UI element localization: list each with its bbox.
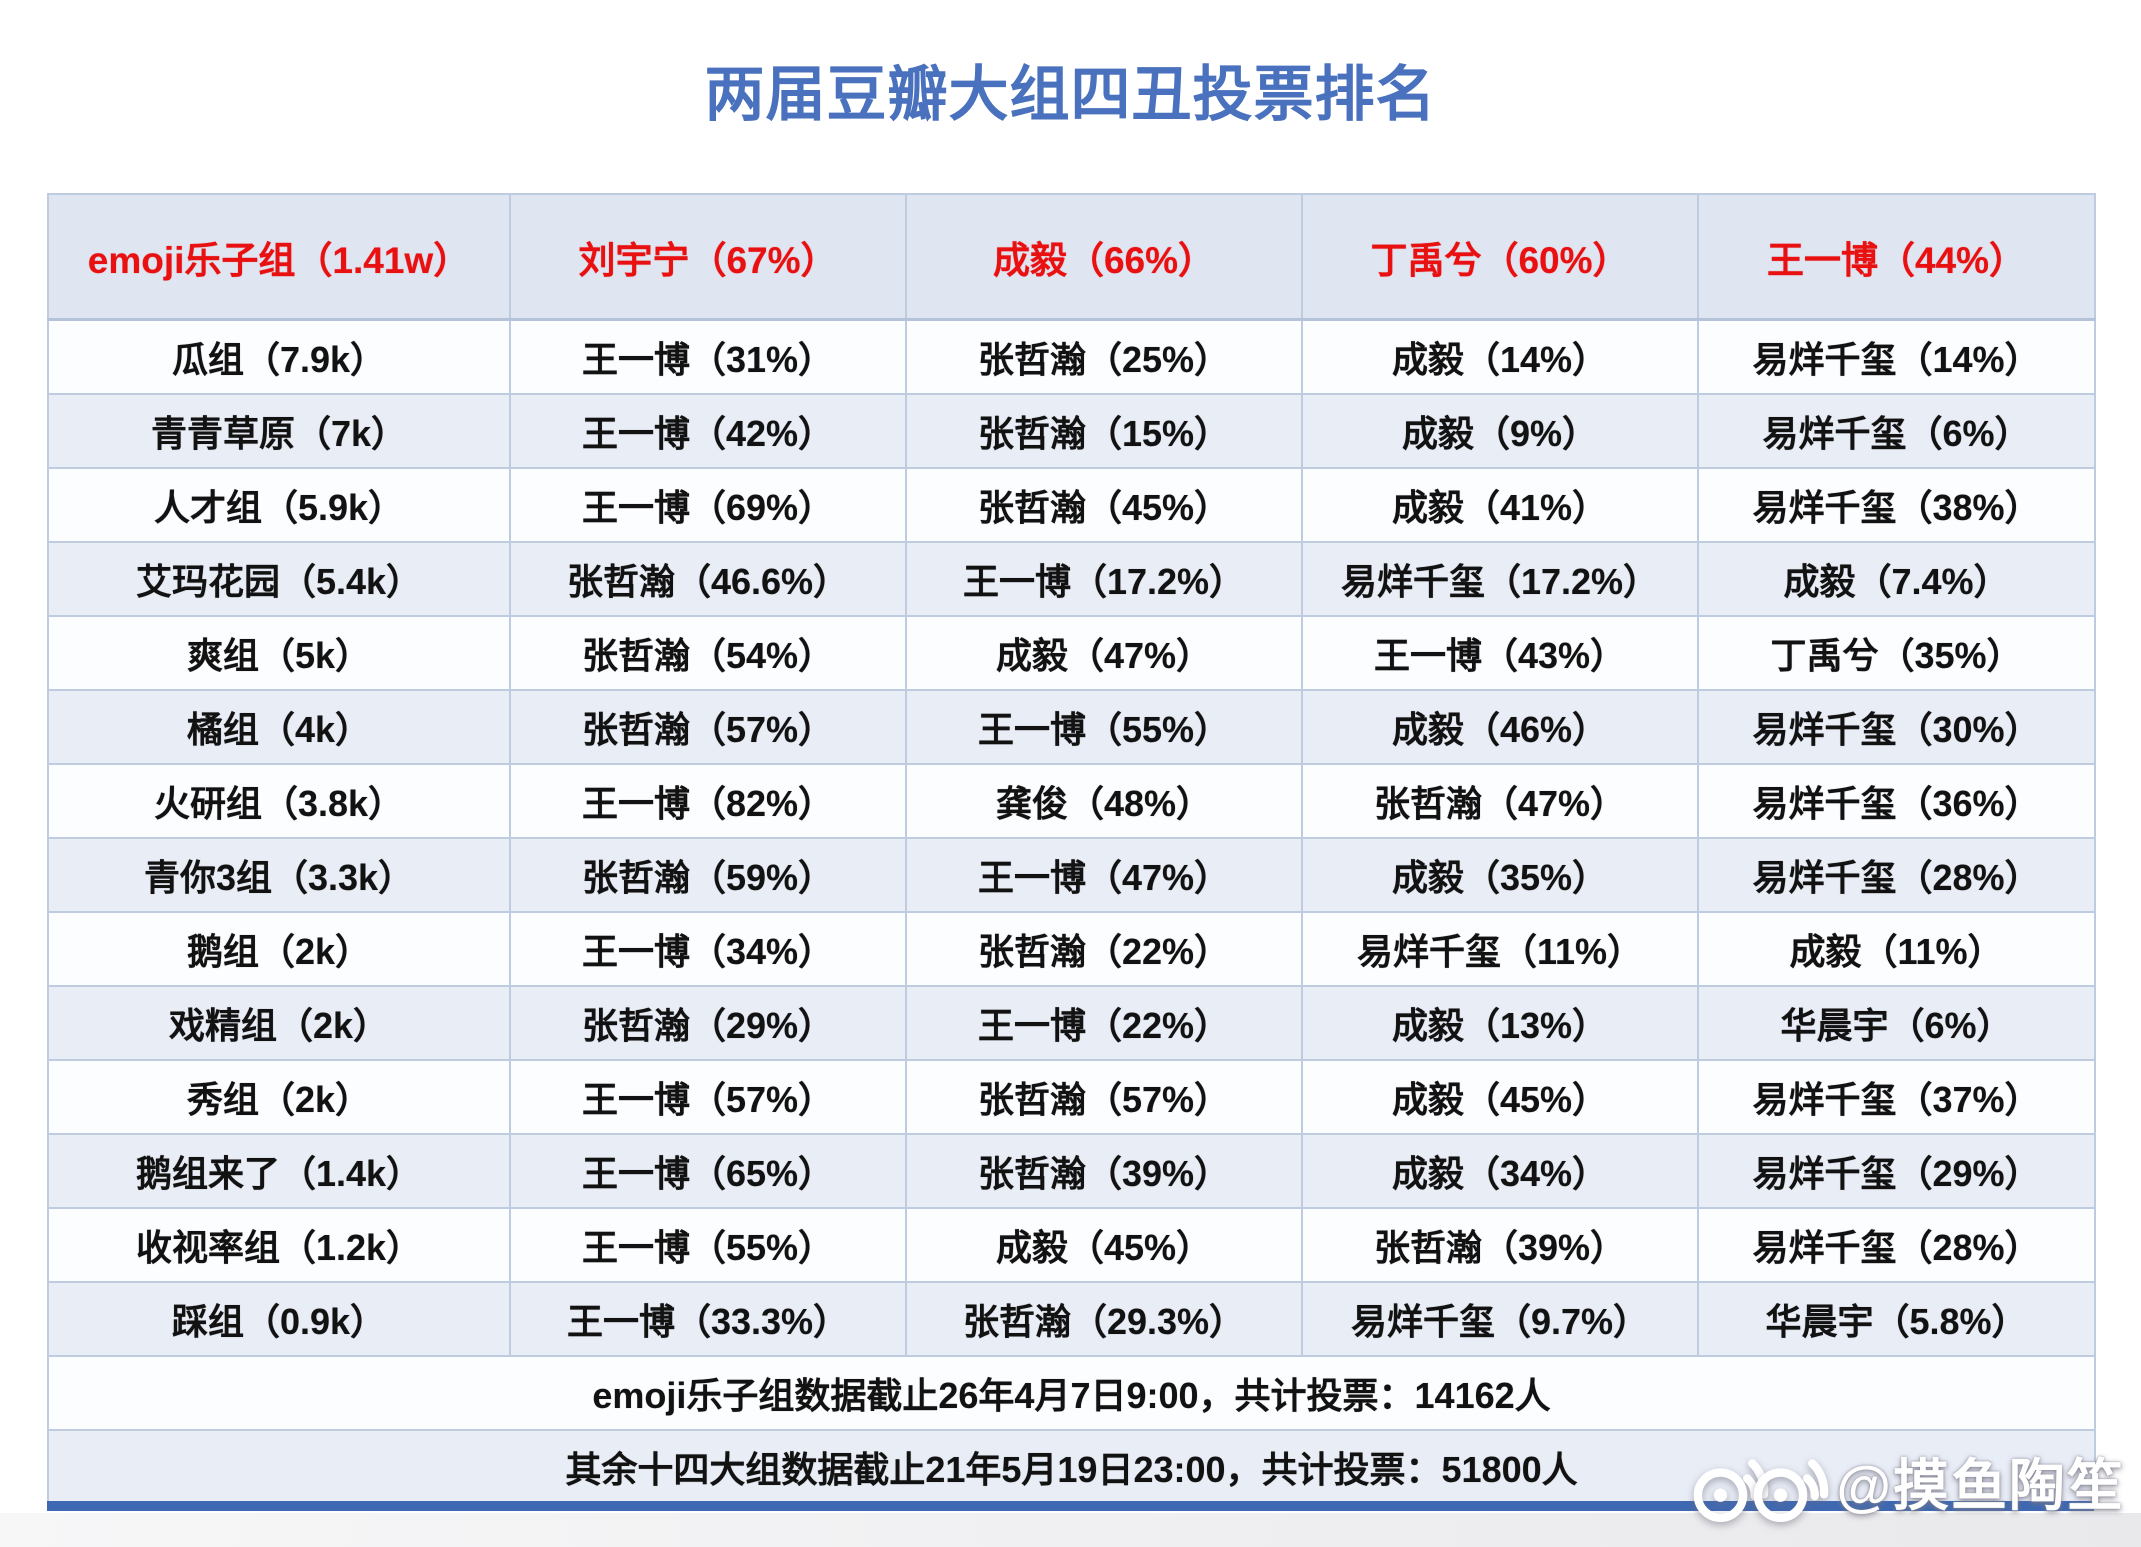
vote-cell: 王一博（69%） bbox=[509, 467, 907, 543]
vote-cell: 王一博（57%） bbox=[509, 1059, 907, 1135]
vote-cell: 张哲瀚（29%） bbox=[509, 985, 907, 1061]
vote-cell: 易烊千玺（37%） bbox=[1697, 1059, 2096, 1135]
footnote-row: emoji乐子组数据截止26年4月7日9:00，共计投票：14162人 bbox=[47, 1355, 2096, 1431]
vote-cell: 张哲瀚（25%） bbox=[905, 318, 1303, 395]
table-row: 青青草原（7k） 王一博（42%） 张哲瀚（15%） 成毅（9%） 易烊千玺（6%） bbox=[47, 393, 2096, 469]
vote-cell: 易烊千玺（38%） bbox=[1697, 467, 2096, 543]
group-cell: 青青草原（7k） bbox=[47, 393, 511, 469]
vote-cell: 成毅（7.4%） bbox=[1697, 541, 2096, 617]
group-cell: 戏精组（2k） bbox=[47, 985, 511, 1061]
vote-cell: 易烊千玺（28%） bbox=[1697, 837, 2096, 913]
vote-cell: 王一博（42%） bbox=[509, 393, 907, 469]
vote-cell: 华晨宇（5.8%） bbox=[1697, 1281, 2096, 1357]
group-cell: 橘组（4k） bbox=[47, 689, 511, 765]
table-row: 艾玛花园（5.4k） 张哲瀚（46.6%） 王一博（17.2%） 易烊千玺（17.2%… bbox=[47, 541, 2096, 617]
vote-cell: 成毅（14%） bbox=[1301, 318, 1699, 395]
group-cell: 青你3组（3.3k） bbox=[47, 837, 511, 913]
table-body: 瓜组（7.9k） 王一博（31%） 张哲瀚（25%） 成毅（14%） 易烊千玺（14%）… bbox=[47, 318, 2096, 1357]
vote-cell: 张哲瀚（15%） bbox=[905, 393, 1303, 469]
table-row: 青你3组（3.3k） 张哲瀚（59%） 王一博（47%） 成毅（35%） 易烊千玺（28… bbox=[47, 837, 2096, 913]
group-cell: 收视率组（1.2k） bbox=[47, 1207, 511, 1283]
vote-cell: 张哲瀚（59%） bbox=[509, 837, 907, 913]
table-row: 秀组（2k） 王一博（57%） 张哲瀚（57%） 成毅（45%） 易烊千玺（37%） bbox=[47, 1059, 2096, 1135]
vote-cell: 王一博（17.2%） bbox=[905, 541, 1303, 617]
vote-cell: 王一博（55%） bbox=[509, 1207, 907, 1283]
weibo-watermark: @摸鱼陶笙 bbox=[1682, 1438, 2125, 1534]
vote-cell: 张哲瀚（29.3%） bbox=[905, 1281, 1303, 1357]
table-row: 人才组（5.9k） 王一博（69%） 张哲瀚（45%） 成毅（41%） 易烊千玺（38%… bbox=[47, 467, 2096, 543]
vote-cell: 王一博（34%） bbox=[509, 911, 907, 987]
vote-cell: 丁禹兮（35%） bbox=[1697, 615, 2096, 691]
table-row: 鹅组来了（1.4k） 王一博（65%） 张哲瀚（39%） 成毅（34%） 易烊千玺（29… bbox=[47, 1133, 2096, 1209]
vote-cell: 张哲瀚（46.6%） bbox=[509, 541, 907, 617]
vote-cell: 成毅（41%） bbox=[1301, 467, 1699, 543]
weibo-logo-icon bbox=[1754, 1459, 1829, 1522]
page-title: 两届豆瓣大组四丑投票排名 bbox=[704, 61, 1437, 128]
group-cell: 鹅组来了（1.4k） bbox=[47, 1133, 511, 1209]
watermark-text: @摸鱼陶笙 bbox=[1836, 1454, 2125, 1517]
vote-cell: 王一博（47%） bbox=[905, 837, 1303, 913]
vote-cell: 张哲瀚（45%） bbox=[905, 467, 1303, 543]
vote-cell: 成毅（45%） bbox=[1301, 1059, 1699, 1135]
vote-cell: 张哲瀚（47%） bbox=[1301, 763, 1699, 839]
table-row: 戏精组（2k） 张哲瀚（29%） 王一博（22%） 成毅（13%） 华晨宇（6%） bbox=[47, 985, 2096, 1061]
group-cell: 艾玛花园（5.4k） bbox=[47, 541, 511, 617]
vote-cell: 张哲瀚（54%） bbox=[509, 615, 907, 691]
vote-cell: 易烊千玺（14%） bbox=[1697, 318, 2096, 395]
group-cell: 秀组（2k） bbox=[47, 1059, 511, 1135]
column-header: 丁禹兮（60%） bbox=[1301, 193, 1699, 321]
header-row: emoji乐子组（1.41w） 刘宇宁（67%） 成毅（66%） 丁禹兮（60%） 王一… bbox=[47, 193, 2096, 321]
group-cell: 人才组（5.9k） bbox=[47, 467, 511, 543]
column-header: 成毅（66%） bbox=[905, 193, 1303, 321]
vote-cell: 张哲瀚（57%） bbox=[905, 1059, 1303, 1135]
vote-cell: 成毅（9%） bbox=[1301, 393, 1699, 469]
vote-cell: 成毅（35%） bbox=[1301, 837, 1699, 913]
vote-cell: 成毅（46%） bbox=[1301, 689, 1699, 765]
vote-cell: 易烊千玺（28%） bbox=[1697, 1207, 2096, 1283]
vote-cell: 张哲瀚（22%） bbox=[905, 911, 1303, 987]
vote-table: emoji乐子组（1.41w） 刘宇宁（67%） 成毅（66%） 丁禹兮（60%） 王一… bbox=[47, 193, 2096, 1505]
group-cell: 踩组（0.9k） bbox=[47, 1281, 511, 1357]
vote-cell: 张哲瀚（39%） bbox=[1301, 1207, 1699, 1283]
table-row: 橘组（4k） 张哲瀚（57%） 王一博（55%） 成毅（46%） 易烊千玺（30%） bbox=[47, 689, 2096, 765]
vote-cell: 王一博（55%） bbox=[905, 689, 1303, 765]
vote-cell: 王一博（43%） bbox=[1301, 615, 1699, 691]
table-row: 爽组（5k） 张哲瀚（54%） 成毅（47%） 王一博（43%） 丁禹兮（35%） bbox=[47, 615, 2096, 691]
vote-cell: 张哲瀚（57%） bbox=[509, 689, 907, 765]
group-cell: 瓜组（7.9k） bbox=[47, 318, 511, 395]
vote-cell: 易烊千玺（17.2%） bbox=[1301, 541, 1699, 617]
vote-cell: 易烊千玺（11%） bbox=[1301, 911, 1699, 987]
table-row: 瓜组（7.9k） 王一博（31%） 张哲瀚（25%） 成毅（14%） 易烊千玺（14%） bbox=[47, 318, 2096, 395]
vote-cell: 王一博（31%） bbox=[509, 318, 907, 395]
bottom-accent-bar bbox=[47, 1501, 2094, 1511]
vote-cell: 成毅（47%） bbox=[905, 615, 1303, 691]
vote-cell: 华晨宇（6%） bbox=[1697, 985, 2096, 1061]
vote-cell: 成毅（11%） bbox=[1697, 911, 2096, 987]
vote-cell: 易烊千玺（6%） bbox=[1697, 393, 2096, 469]
table-row: 收视率组（1.2k） 王一博（55%） 成毅（45%） 张哲瀚（39%） 易烊千玺（28… bbox=[47, 1207, 2096, 1283]
column-header: 王一博（44%） bbox=[1697, 193, 2096, 321]
vote-cell: 王一博（65%） bbox=[509, 1133, 907, 1209]
vote-cell: 成毅（45%） bbox=[905, 1207, 1303, 1283]
column-header: 刘宇宁（67%） bbox=[509, 193, 907, 321]
vote-cell: 王一博（82%） bbox=[509, 763, 907, 839]
table-row: 踩组（0.9k） 王一博（33.3%） 张哲瀚（29.3%） 易烊千玺（9.7%） 华晨… bbox=[47, 1281, 2096, 1357]
vote-cell: 成毅（34%） bbox=[1301, 1133, 1699, 1209]
table-row: 鹅组（2k） 王一博（34%） 张哲瀚（22%） 易烊千玺（11%） 成毅（11%） bbox=[47, 911, 2096, 987]
vote-cell: 王一博（22%） bbox=[905, 985, 1303, 1061]
group-cell: 鹅组（2k） bbox=[47, 911, 511, 987]
column-header: emoji乐子组（1.41w） bbox=[47, 193, 511, 321]
vote-cell: 王一博（33.3%） bbox=[509, 1281, 907, 1357]
vote-cell: 易烊千玺（30%） bbox=[1697, 689, 2096, 765]
group-cell: 火研组（3.8k） bbox=[47, 763, 511, 839]
vote-cell: 成毅（13%） bbox=[1301, 985, 1699, 1061]
table-row: 火研组（3.8k） 王一博（82%） 龚俊（48%） 张哲瀚（47%） 易烊千玺（36%… bbox=[47, 763, 2096, 839]
vote-cell: 张哲瀚（39%） bbox=[905, 1133, 1303, 1209]
vote-cell: 易烊千玺（9.7%） bbox=[1301, 1281, 1699, 1357]
footnote-cell: emoji乐子组数据截止26年4月7日9:00，共计投票：14162人 bbox=[47, 1355, 2096, 1431]
vote-cell: 龚俊（48%） bbox=[905, 763, 1303, 839]
group-cell: 爽组（5k） bbox=[47, 615, 511, 691]
vote-cell: 易烊千玺（36%） bbox=[1697, 763, 2096, 839]
vote-cell: 易烊千玺（29%） bbox=[1697, 1133, 2096, 1209]
